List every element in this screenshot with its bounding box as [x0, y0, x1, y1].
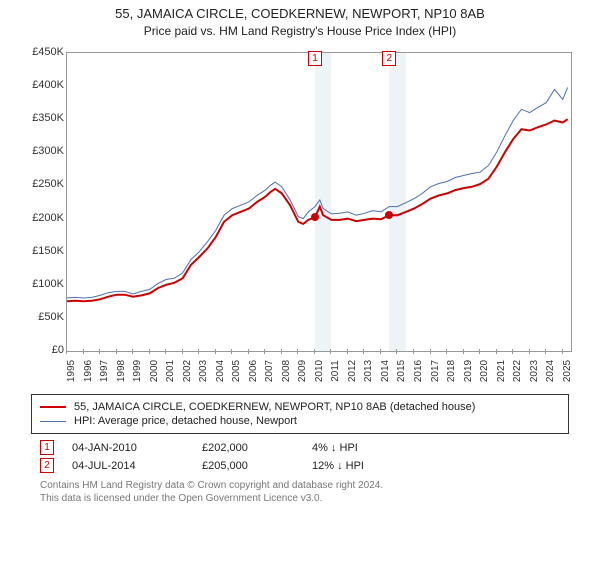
- sale-marker-dot: [311, 213, 319, 221]
- x-tick-label: 2014: [380, 360, 391, 382]
- x-tick-label: 2001: [165, 360, 176, 382]
- legend-swatch: [40, 406, 66, 408]
- series-hpi: [67, 87, 568, 298]
- y-tick-label: £300K: [20, 145, 64, 157]
- sale-marker-box: 2: [382, 51, 396, 66]
- footer-attribution: Contains HM Land Registry data © Crown c…: [40, 479, 560, 505]
- x-tick-label: 2010: [314, 360, 325, 382]
- sale-date: 04-JUL-2014: [72, 460, 202, 472]
- y-tick-label: £400K: [20, 79, 64, 91]
- table-row: 1 04-JAN-2010 £202,000 4% ↓ HPI: [40, 440, 560, 455]
- chart: £0 £50K £100K £150K £200K £250K £300K £350K £400…: [20, 48, 580, 388]
- x-tick-label: 2019: [463, 360, 474, 382]
- x-tick-label: 2006: [248, 360, 259, 382]
- x-tick-label: 2025: [562, 360, 573, 382]
- x-tick-label: 1997: [99, 360, 110, 382]
- arrow-down-icon: ↓: [331, 442, 337, 454]
- sale-delta: 4% ↓ HPI: [312, 442, 452, 454]
- x-tick-label: 2020: [479, 360, 490, 382]
- x-tick-label: 2022: [512, 360, 523, 382]
- x-tick-label: 2003: [198, 360, 209, 382]
- x-tick-label: 2017: [430, 360, 441, 382]
- x-tick-label: 2011: [330, 360, 341, 382]
- legend-item-hpi: HPI: Average price, detached house, Newp…: [40, 415, 560, 427]
- title-address: 55, JAMAICA CIRCLE, COEDKERNEW, NEWPORT,…: [0, 6, 600, 21]
- x-tick-label: 2004: [215, 360, 226, 382]
- legend-swatch: [40, 421, 66, 422]
- x-tick-label: 2015: [396, 360, 407, 382]
- plot-area: 12: [66, 52, 572, 352]
- sale-date: 04-JAN-2010: [72, 442, 202, 454]
- line-series: [67, 53, 571, 351]
- x-tick-label: 2002: [182, 360, 193, 382]
- sale-badge: 1: [40, 440, 54, 455]
- footer-line: Contains HM Land Registry data © Crown c…: [40, 479, 560, 492]
- y-tick-label: £200K: [20, 212, 64, 224]
- x-tick-label: 1996: [83, 360, 94, 382]
- sale-badge: 2: [40, 458, 54, 473]
- legend-label: 55, JAMAICA CIRCLE, COEDKERNEW, NEWPORT,…: [74, 401, 475, 413]
- sale-delta: 12% ↓ HPI: [312, 460, 452, 472]
- sale-price: £205,000: [202, 460, 312, 472]
- x-tick-label: 2024: [545, 360, 556, 382]
- x-tick-label: 1998: [116, 360, 127, 382]
- x-tick-label: 2005: [231, 360, 242, 382]
- arrow-down-icon: ↓: [337, 460, 343, 472]
- y-tick-label: £250K: [20, 178, 64, 190]
- y-tick-label: £50K: [20, 311, 64, 323]
- x-tick-label: 2000: [149, 360, 160, 382]
- x-tick-label: 2007: [264, 360, 275, 382]
- legend: 55, JAMAICA CIRCLE, COEDKERNEW, NEWPORT,…: [31, 394, 569, 434]
- sale-price: £202,000: [202, 442, 312, 454]
- series-property: [67, 119, 568, 301]
- footer-line: This data is licensed under the Open Gov…: [40, 492, 560, 505]
- x-tick-label: 2018: [446, 360, 457, 382]
- x-tick-label: 1999: [132, 360, 143, 382]
- y-tick-label: £0: [20, 344, 64, 356]
- x-tick-label: 2008: [281, 360, 292, 382]
- sale-marker-dot: [385, 211, 393, 219]
- y-tick-label: £150K: [20, 245, 64, 257]
- title-subtitle: Price paid vs. HM Land Registry's House …: [0, 24, 600, 38]
- y-tick-label: £450K: [20, 46, 64, 58]
- x-tick-label: 2016: [413, 360, 424, 382]
- legend-item-property: 55, JAMAICA CIRCLE, COEDKERNEW, NEWPORT,…: [40, 401, 560, 413]
- sale-marker-box: 1: [308, 51, 322, 66]
- table-row: 2 04-JUL-2014 £205,000 12% ↓ HPI: [40, 458, 560, 473]
- y-tick-label: £100K: [20, 278, 64, 290]
- chart-titles: 55, JAMAICA CIRCLE, COEDKERNEW, NEWPORT,…: [0, 6, 600, 38]
- x-tick-label: 2012: [347, 360, 358, 382]
- y-tick-label: £350K: [20, 112, 64, 124]
- x-tick-label: 2013: [363, 360, 374, 382]
- x-tick-label: 2021: [496, 360, 507, 382]
- x-tick-label: 2009: [297, 360, 308, 382]
- x-tick-label: 1995: [66, 360, 77, 382]
- sales-table: 1 04-JAN-2010 £202,000 4% ↓ HPI 2 04-JUL…: [40, 440, 560, 473]
- legend-label: HPI: Average price, detached house, Newp…: [74, 415, 297, 427]
- x-tick-label: 2023: [529, 360, 540, 382]
